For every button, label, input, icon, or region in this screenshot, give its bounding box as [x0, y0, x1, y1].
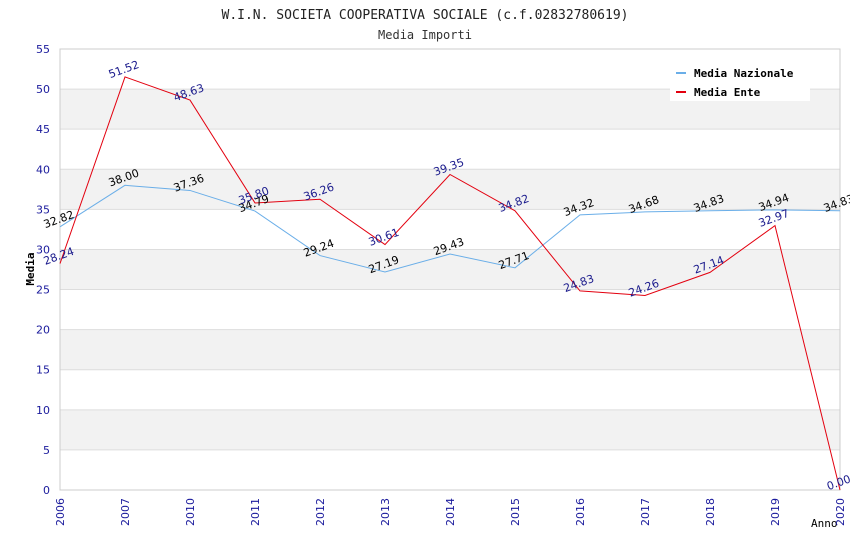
- x-axis-label: Anno: [811, 517, 838, 530]
- grid-band: [60, 409, 840, 450]
- y-tick-label: 40: [36, 163, 50, 176]
- chart-title: W.I.N. SOCIETA COOPERATIVA SOCIALE (c.f.…: [222, 8, 629, 23]
- series-line-media-ente: [59, 76, 841, 491]
- chart-subtitle: Media Importi: [378, 28, 472, 42]
- data-label: 0.00: [825, 472, 850, 493]
- series-line-media-nazionale: [59, 184, 841, 273]
- y-tick-label: 35: [36, 203, 50, 216]
- x-tick-label: 2011: [249, 498, 262, 526]
- y-tick-label: 50: [36, 83, 50, 96]
- data-label: 30.61: [367, 226, 401, 249]
- y-tick-label: 25: [36, 284, 50, 297]
- x-tick-label: 2007: [119, 498, 132, 526]
- x-tick-label: 2019: [769, 498, 782, 526]
- data-label: 51.52: [107, 58, 141, 81]
- grid-bands: [60, 89, 840, 450]
- y-tick-label: 55: [36, 43, 50, 56]
- y-tick-label: 10: [36, 404, 50, 417]
- x-tick-label: 2013: [379, 498, 392, 526]
- x-tick-label: 2014: [444, 498, 457, 526]
- x-tick-label: 2018: [704, 498, 717, 526]
- y-tick-label: 5: [43, 444, 50, 457]
- legend: Media Nazionale Media Ente: [670, 60, 810, 101]
- grid-band: [60, 249, 840, 290]
- y-tick-label: 15: [36, 364, 50, 377]
- legend-label: Media Nazionale: [694, 67, 794, 80]
- x-tick-label: 2010: [184, 498, 197, 526]
- x-tick-label: 2020: [834, 498, 847, 526]
- legend-box: [670, 60, 810, 101]
- grid-band: [60, 329, 840, 370]
- series-group: [59, 76, 841, 491]
- y-tick-label: 20: [36, 324, 50, 337]
- y-axis-ticks: 0 5 10 15 20 25 30 35 40 45 50 55: [36, 43, 50, 497]
- x-tick-label: 2016: [574, 498, 587, 526]
- x-tick-label: 2006: [54, 498, 67, 526]
- y-tick-label: 45: [36, 123, 50, 136]
- y-tick-label: 30: [36, 243, 50, 256]
- x-tick-label: 2017: [639, 498, 652, 526]
- x-tick-label: 2015: [509, 498, 522, 526]
- grid-band: [60, 169, 840, 210]
- legend-label: Media Ente: [694, 86, 761, 99]
- plot-frame: [59, 48, 841, 491]
- x-axis-ticks: 2006 2007 2010 2011 2012 2013 2014 2015 2016 2017…: [54, 498, 847, 526]
- y-axis-label: Media: [24, 252, 37, 285]
- y-tick-label: 0: [43, 484, 50, 497]
- x-tick-label: 2012: [314, 498, 327, 526]
